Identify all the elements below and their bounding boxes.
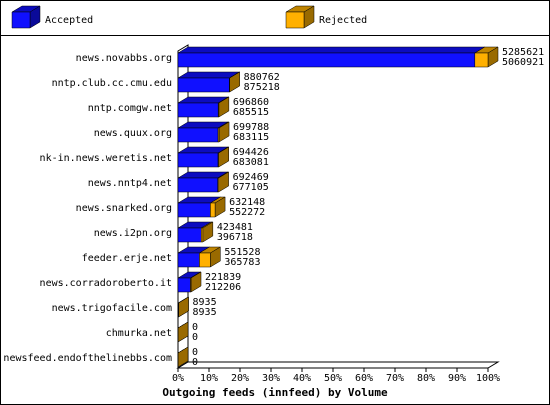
- total-label: 880762: [244, 72, 280, 83]
- bar-front: [217, 102, 220, 118]
- y-tick-label: news.corradoroberto.it: [40, 278, 172, 289]
- total-label: 694426: [233, 147, 269, 158]
- bar: [177, 346, 189, 368]
- value-label: 0: [192, 357, 198, 368]
- y-tick-label: news.i2pn.org: [94, 228, 172, 239]
- bar: [217, 96, 230, 118]
- total-label: 632148: [229, 197, 265, 208]
- bar: [228, 71, 241, 93]
- y-tick-label: nntp.club.cc.cmu.edu: [52, 78, 172, 89]
- value-label: 365783: [224, 257, 260, 268]
- bar-top: [177, 46, 486, 54]
- x-tick-label: 40%: [293, 373, 311, 384]
- total-label: 696860: [233, 97, 269, 108]
- bar: [177, 321, 189, 343]
- x-tick-label: 60%: [355, 373, 373, 384]
- bar: [216, 171, 230, 193]
- total-label: 5285621: [502, 47, 544, 58]
- bar: [198, 246, 222, 268]
- x-tick-label: 80%: [417, 373, 435, 384]
- bar-front: [201, 227, 204, 243]
- x-tick-label: 100%: [476, 373, 500, 384]
- bar-front: [190, 277, 192, 293]
- bar-front: [177, 102, 219, 118]
- y-tick-label: nk-in.news.weretis.net: [40, 153, 172, 164]
- legend-swatch: [11, 5, 41, 29]
- value-label: 875218: [244, 82, 280, 93]
- value-label: 677105: [233, 182, 269, 193]
- bar-front: [11, 11, 31, 29]
- x-tick-label: 50%: [324, 373, 342, 384]
- total-label: 692469: [233, 172, 269, 183]
- bar-front: [217, 127, 220, 143]
- x-tick-label: 90%: [448, 373, 466, 384]
- value-label: 396718: [217, 232, 253, 243]
- legend-label: Accepted: [45, 15, 93, 26]
- bar-front: [217, 152, 219, 168]
- bar-front: [177, 177, 218, 193]
- legend-label: Rejected: [319, 15, 367, 26]
- floor: [176, 361, 500, 369]
- bar: [178, 296, 189, 318]
- total-label: 551528: [224, 247, 260, 258]
- legend-swatch: [285, 5, 315, 29]
- bar-front: [177, 77, 230, 93]
- value-label: 5060921: [502, 57, 544, 68]
- bar-front: [177, 252, 200, 268]
- x-tick-label: 20%: [231, 373, 249, 384]
- y-tick-label: feeder.erje.net: [82, 253, 172, 264]
- value-label: 212206: [205, 282, 241, 293]
- bar: [217, 146, 230, 168]
- y-tick-label: news.trigofacile.com: [52, 303, 172, 314]
- bar-front: [177, 202, 211, 218]
- y-tick-label: chmurka.net: [106, 328, 172, 339]
- x-tick-label: 10%: [200, 373, 218, 384]
- y-tick-label: newsfeed.endofthelinebbs.com: [3, 353, 172, 364]
- total-label: 8935: [193, 297, 217, 308]
- total-label: 0: [192, 322, 198, 333]
- bar: [189, 271, 202, 293]
- bar-top: [177, 71, 241, 79]
- bar-front: [177, 152, 219, 168]
- bar: [177, 46, 486, 68]
- bar-front: [177, 227, 202, 243]
- value-label: 683115: [233, 132, 269, 143]
- bar-front: [177, 127, 219, 143]
- value-label: 683081: [233, 157, 269, 168]
- value-label: 8935: [193, 307, 217, 318]
- y-tick-label: news.nntp4.net: [88, 178, 172, 189]
- total-label: 423481: [217, 222, 253, 233]
- bar-front: [199, 252, 211, 268]
- y-tick-label: news.snarked.org: [76, 203, 172, 214]
- bar-front: [210, 202, 216, 218]
- bar-front: [474, 52, 489, 68]
- total-label: 699788: [233, 122, 269, 133]
- bar: [200, 221, 214, 243]
- y-tick-label: news.novabbs.org: [76, 53, 172, 64]
- value-label: 0: [192, 332, 198, 343]
- bar-front: [217, 177, 219, 193]
- bar-front: [177, 52, 476, 68]
- bar-front: [285, 11, 305, 29]
- y-tick-label: nntp.comgw.net: [88, 103, 172, 114]
- bar: [209, 196, 226, 218]
- x-tick-label: 70%: [386, 373, 404, 384]
- x-tick-label: 0%: [172, 373, 184, 384]
- bar-front: [177, 277, 191, 293]
- y-tick-label: news.quux.org: [94, 128, 172, 139]
- total-label: 0: [192, 347, 198, 358]
- bar: [217, 121, 230, 143]
- chart-title: Outgoing feeds (innfeed) by Volume: [162, 386, 388, 399]
- bar: [473, 46, 499, 68]
- value-label: 552272: [229, 207, 265, 218]
- total-label: 221839: [205, 272, 241, 283]
- value-label: 685515: [233, 107, 269, 118]
- x-tick-label: 30%: [262, 373, 280, 384]
